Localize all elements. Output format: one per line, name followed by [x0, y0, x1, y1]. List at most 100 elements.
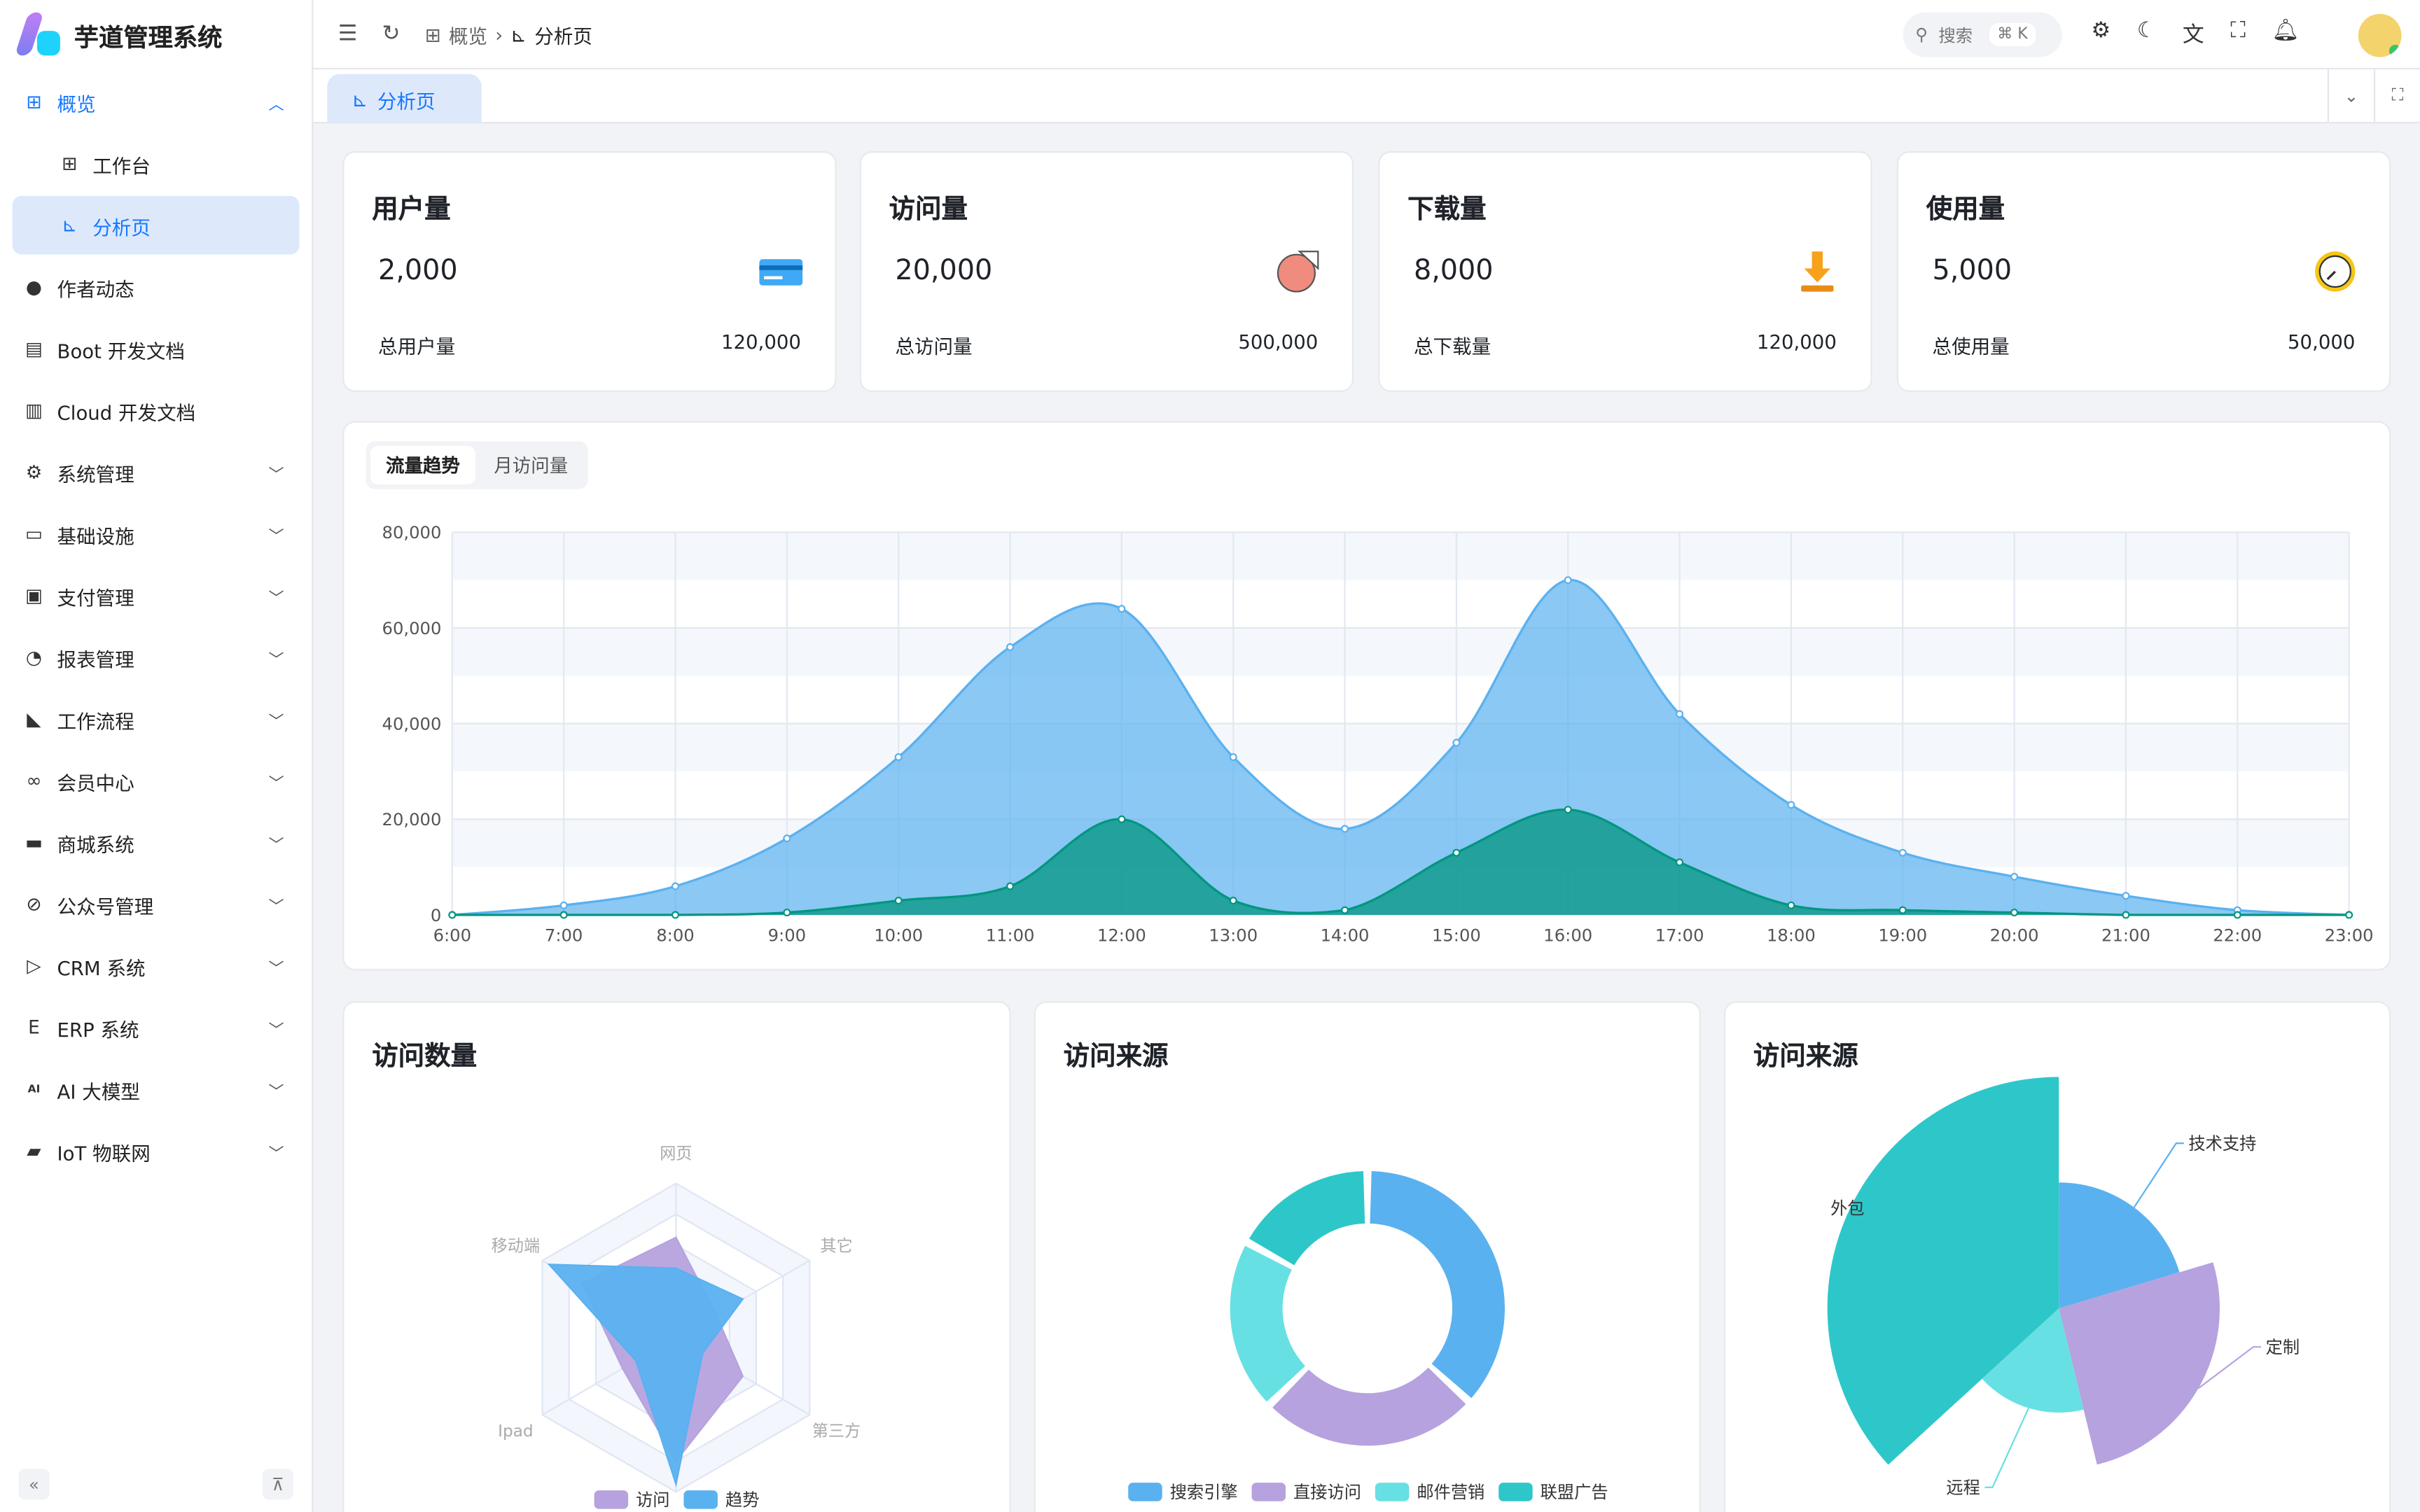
series-area: [452, 809, 2349, 916]
sidebar-item[interactable]: AI AI 大模型 ﹀: [13, 1060, 300, 1119]
slice-label: 远程: [1946, 1478, 1980, 1498]
sidebar-item[interactable]: ▣ 支付管理 ﹀: [13, 566, 300, 625]
sidebar-item[interactable]: ⊞ 工作台: [13, 134, 300, 193]
sidebar-item-label: AI 大模型: [57, 1079, 140, 1102]
radar-indicator-label: 第三方: [812, 1422, 861, 1441]
card-icon: [759, 259, 803, 286]
search-shortcut: ⌘ K: [1989, 23, 2036, 47]
search-button[interactable]: ⚲ 搜索 ⌘ K: [1903, 12, 2062, 57]
sidebar-item[interactable]: ▥ Cloud 开发文档: [13, 381, 300, 440]
stat-label: 总访问量: [895, 335, 973, 358]
sidebar-item[interactable]: ▰ IoT 物联网 ﹀: [13, 1121, 300, 1180]
pie-icon: ◔: [25, 646, 43, 668]
chevron-down-icon[interactable]: ⌄: [2327, 69, 2374, 122]
data-point: [2122, 911, 2130, 919]
sidebar-item[interactable]: ◣ 工作流程 ﹀: [13, 690, 300, 748]
x-tick-label: 17:00: [1655, 925, 1704, 946]
data-point: [1898, 848, 1907, 857]
stat-card: 访问量 20,000 总访问量 500,000: [859, 151, 1354, 392]
chevron-down-icon: ﹀: [268, 466, 284, 484]
chevron-down-icon: ﹀: [268, 836, 284, 854]
data-point: [1564, 806, 1572, 814]
pin-icon[interactable]: ⊼: [262, 1469, 293, 1500]
data-point: [1676, 858, 1684, 867]
breadcrumb-item[interactable]: 概览: [448, 24, 488, 48]
data-point: [1787, 801, 1795, 809]
chart-line-icon: ⊾: [62, 214, 78, 237]
maximize-icon[interactable]: ⛶: [2373, 69, 2420, 122]
rose-slice: [2059, 1182, 2180, 1309]
donut-chart: 搜索引擎 直接访问 邮件营销 联盟广告: [1128, 1171, 1608, 1502]
stat-total: 500,000: [1238, 330, 1319, 354]
refresh-icon[interactable]: ↻: [382, 21, 401, 47]
sidebar-item-label: IoT 物联网: [57, 1140, 151, 1164]
x-tick-label: 22:00: [2213, 925, 2262, 946]
tab-analysis[interactable]: ⊾ 分析页: [327, 74, 482, 124]
stat-card: 下载量 8,000 总下载量 120,000: [1378, 151, 1872, 392]
legend-label: 搜索引擎: [1170, 1482, 1238, 1502]
sidebar-item[interactable]: ▬ 商城系统 ﹀: [13, 813, 300, 872]
sidebar-item[interactable]: ⊞ 概览 ︿: [13, 73, 300, 132]
download-icon: [1801, 251, 1834, 292]
avatar[interactable]: [2358, 13, 2402, 57]
sidebar-item[interactable]: ∞ 会员中心 ﹀: [13, 751, 300, 810]
tab-traffic-trend[interactable]: 流量趋势: [370, 445, 475, 485]
payment-icon: ▣: [25, 584, 43, 607]
stat-title: 使用量: [1926, 194, 2005, 225]
data-point: [559, 901, 568, 909]
sidebar-item[interactable]: ⊘ 公众号管理 ﹀: [13, 875, 300, 934]
data-point: [2010, 872, 2019, 881]
pie-percent-icon: [1277, 251, 1319, 293]
fullscreen-icon[interactable]: ⛶: [2230, 18, 2246, 43]
legend-swatch: [1128, 1483, 1162, 1502]
sidebar-item[interactable]: ⊾ 分析页: [12, 195, 300, 255]
workflow-icon: ◣: [27, 708, 41, 730]
sidebar-item[interactable]: ● 作者动态: [13, 258, 300, 316]
card-title: 访问来源: [1063, 1041, 1169, 1072]
crm-icon: ▷: [27, 955, 41, 977]
stat-total: 120,000: [1756, 330, 1837, 354]
rose-card: 访问来源 技术支持 定制 远程 外包: [1723, 1001, 2391, 1512]
document-icon: ▤: [25, 337, 43, 360]
label-line: [1847, 1207, 1877, 1217]
sidebar-item[interactable]: ▤ Boot 开发文档: [13, 319, 300, 378]
search-placeholder: 搜索: [1938, 25, 1973, 46]
sidebar-item[interactable]: ▭ 基础设施 ﹀: [13, 505, 300, 564]
sidebar-item-label: 作者动态: [57, 276, 134, 300]
gear-icon[interactable]: ⚙: [2091, 18, 2111, 43]
data-point: [2010, 909, 2019, 917]
bell-icon[interactable]: 🔔︎: [2272, 18, 2300, 43]
sidebar-item-label: ERP 系统: [57, 1017, 139, 1041]
legend-swatch: [683, 1490, 718, 1509]
compass-icon: ⊘: [26, 893, 42, 916]
label-line: [2133, 1142, 2184, 1208]
data-point: [1452, 738, 1461, 747]
grid-icon: ⊞: [26, 91, 42, 113]
logo-icon: [14, 11, 62, 58]
x-tick-label: 16:00: [1543, 925, 1592, 946]
sidebar-item[interactable]: ▷ CRM 系统 ﹀: [13, 937, 300, 995]
sidebar-item[interactable]: ◔ 报表管理 ﹀: [13, 628, 300, 687]
chevron-down-icon: ﹀: [268, 1084, 284, 1101]
logo[interactable]: 芋道管理系统: [0, 0, 312, 69]
sidebar-item-label: 系统管理: [57, 462, 134, 486]
data-point: [559, 911, 568, 919]
x-tick-label: 7:00: [545, 925, 583, 946]
collapse-sidebar-icon[interactable]: «: [18, 1469, 50, 1500]
breadcrumb: ⊞ 概览 › ⊾ 分析页: [425, 20, 592, 49]
menu-toggle-icon[interactable]: ☰: [338, 21, 358, 47]
data-point: [448, 911, 457, 919]
stat-value: 20,000: [895, 254, 993, 287]
moon-icon[interactable]: ☾: [2136, 18, 2157, 43]
sidebar-item[interactable]: ⚙ 系统管理 ﹀: [13, 443, 300, 502]
radar-series: [547, 1264, 744, 1488]
sidebar: 芋道管理系统 ⊞ 概览 ︿ ⊞ 工作台 ⊾ 分析页 ● 作者动态 ▤ Boot 开发文档 ▥ Cloud…: [0, 0, 314, 1512]
slice-label: 外包: [1830, 1198, 1864, 1219]
sidebar-item[interactable]: E ERP 系统 ﹀: [13, 998, 300, 1057]
sidebar-item-label: 概览: [57, 92, 96, 115]
data-point: [1118, 605, 1126, 613]
grid-band: [452, 628, 2349, 676]
translate-icon[interactable]: 文: [2182, 23, 2204, 48]
data-point: [1341, 906, 1349, 914]
tab-monthly-visits[interactable]: 月访问量: [494, 455, 569, 477]
